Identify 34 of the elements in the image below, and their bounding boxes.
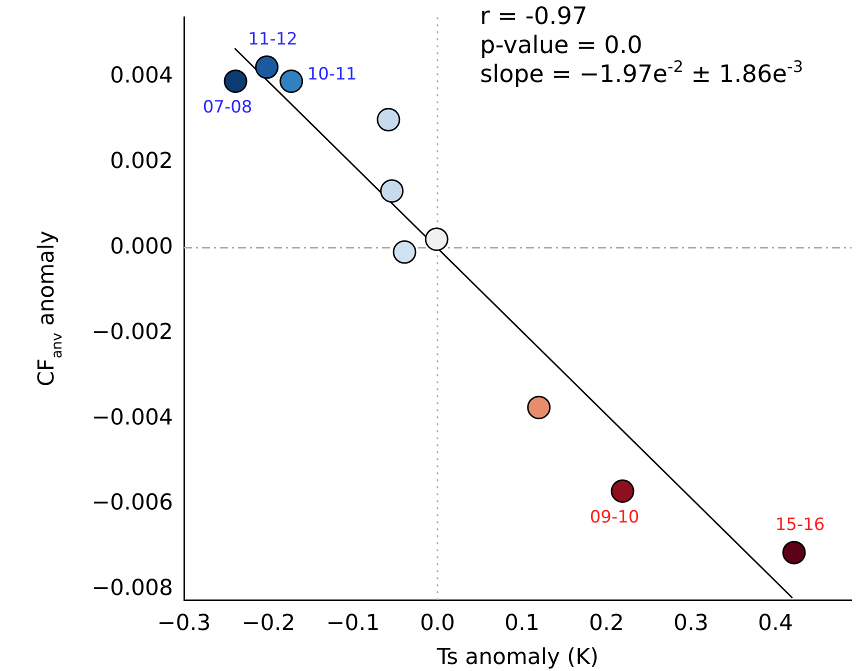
y-tick-label: 0.000 xyxy=(110,234,173,260)
x-tick-label: 0.2 xyxy=(588,610,624,636)
point xyxy=(392,240,416,264)
y-tick-label: −0.002 xyxy=(92,320,173,345)
point xyxy=(280,69,304,93)
annotation: r = -0.97 xyxy=(480,2,588,30)
x-tick-label: −0.2 xyxy=(242,610,296,636)
y-tick-label: 0.002 xyxy=(110,149,173,174)
point xyxy=(380,179,404,203)
annotation: 15-16 xyxy=(775,515,825,536)
point xyxy=(376,108,400,132)
y-tick-label: −0.008 xyxy=(92,576,173,602)
annotation: 10-11 xyxy=(307,64,357,85)
x-axis-title: Ts anomaly (K) xyxy=(436,645,599,670)
point xyxy=(424,227,448,251)
y-tick-label: −0.006 xyxy=(92,490,173,516)
x-tick-label: 0.0 xyxy=(420,610,455,636)
y-tick-label: 0.004 xyxy=(110,64,173,89)
x-tick-label: 0.1 xyxy=(504,610,540,636)
point xyxy=(527,396,551,420)
x-tick-label: 0.4 xyxy=(758,610,793,636)
y-tick-label: −0.004 xyxy=(92,405,173,430)
x-tick-label: 0.3 xyxy=(673,610,708,636)
point xyxy=(610,479,634,503)
annotation: 09-10 xyxy=(590,508,640,528)
point xyxy=(224,69,248,93)
annotation: 07-08 xyxy=(202,98,252,118)
point xyxy=(255,55,279,79)
annotation: 11-12 xyxy=(248,30,298,50)
y-axis-title: CFanv anomaly xyxy=(34,230,66,386)
point xyxy=(782,540,806,564)
annotation: p-value = 0.0 xyxy=(480,31,642,60)
x-tick-label: −0.1 xyxy=(326,610,380,636)
x-tick-label: −0.3 xyxy=(157,610,211,636)
